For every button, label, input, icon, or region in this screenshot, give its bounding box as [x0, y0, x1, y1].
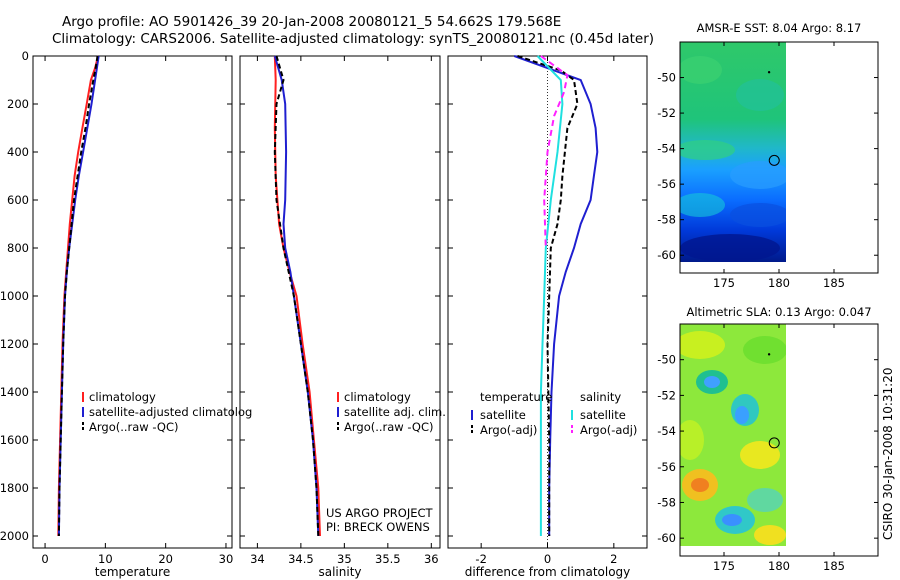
legend-label-temperature: Argo(..raw -QC) — [89, 420, 179, 434]
legend-label-diff: Argo(-adj) — [580, 423, 637, 437]
panel-temperature: 0 10 20 30 temperature 0 200 400 600 800 1000 1200 1… — [0, 49, 252, 579]
series-line-difference-1 — [517, 55, 579, 536]
argo-position-marker — [768, 154, 780, 166]
y-tick-label: 200 — [7, 97, 29, 111]
series-line-difference-0 — [513, 55, 599, 536]
series-line-difference-2 — [536, 55, 564, 536]
map-panel-sla: Altimetric SLA: 0.13 Argo: 0.047 175 180 18… — [657, 305, 879, 573]
map-x-tick-label: 185 — [823, 276, 845, 290]
x-tick-label-salinity: 34.5 — [288, 552, 314, 566]
title-line-2: Climatology: CARS2006. Satellite-adjuste… — [52, 31, 654, 47]
project-annotation: PI: BRECK OWENS — [326, 520, 430, 534]
legend-label-diff: satellite — [580, 408, 626, 422]
map-panel-sst: AMSR-E SST: 8.04 Argo: 8.17 175 180 185 -50 -… — [657, 21, 879, 290]
map-y-tick-label: -54 — [657, 142, 676, 156]
series-line-salinity-2 — [273, 55, 320, 537]
map-y-tick-label: -52 — [657, 106, 676, 120]
y-tick-label: 1200 — [0, 337, 29, 351]
series-line-temperature-2 — [57, 55, 99, 537]
sla-map-image — [680, 324, 786, 546]
map-dot — [767, 71, 771, 74]
map-y-tick-label: -60 — [657, 248, 676, 262]
axes-box-temperature — [32, 55, 233, 549]
x-axis-label-salinity: salinity — [318, 565, 361, 579]
map-title-sst: AMSR-E SST: 8.04 Argo: 8.17 — [697, 21, 862, 35]
map-y-tick-label: -50 — [657, 71, 676, 85]
legend-label-diff: satellite — [480, 408, 526, 422]
y-tick-label: 800 — [7, 241, 29, 255]
project-annotation: US ARGO PROJECT — [326, 506, 434, 520]
map-x-tick-label: 175 — [713, 276, 735, 290]
map-y-tick-label: -56 — [657, 177, 676, 191]
y-tick-label: 1400 — [0, 385, 29, 399]
map-x-tick-label: 180 — [768, 276, 790, 290]
x-tick-label-difference: 0 — [544, 552, 551, 566]
legend-label-temperature: satellite-adjusted climatolog — [89, 405, 252, 419]
sst-map-image — [680, 42, 786, 262]
legend-label-salinity: satellite adj. clim. — [344, 405, 446, 419]
y-tick-label: 0 — [22, 49, 29, 63]
x-tick-label-salinity: 34 — [250, 552, 265, 566]
x-tick-label-temperature: 10 — [98, 552, 113, 566]
y-tick-label: 400 — [7, 145, 29, 159]
y-tick-label: 2000 — [0, 529, 29, 543]
map-y-tick-label: -52 — [657, 388, 676, 402]
legend-label-salinity: climatology — [344, 390, 411, 404]
series-line-difference-3 — [540, 55, 569, 249]
x-tick-label-difference: -2 — [475, 552, 486, 566]
map-dot — [767, 353, 771, 356]
map-x-tick-label: 185 — [823, 559, 845, 573]
x-axis-label-temperature: temperature — [95, 565, 170, 579]
x-tick-label-salinity: 36 — [424, 552, 439, 566]
map-y-tick-label: -56 — [657, 460, 676, 474]
x-tick-label-temperature: 20 — [158, 552, 173, 566]
map-y-tick-label: -50 — [657, 353, 676, 367]
argo-position-marker — [768, 437, 780, 449]
x-tick-label-salinity: 35 — [337, 552, 352, 566]
legend-label-salinity: Argo(..raw -QC) — [344, 420, 434, 434]
y-tick-label: 1800 — [0, 481, 29, 495]
axes-box-salinity — [239, 55, 441, 549]
map-title-sla: Altimetric SLA: 0.13 Argo: 0.047 — [686, 305, 871, 319]
map-y-tick-label: -54 — [657, 424, 676, 438]
x-tick-label-temperature: 30 — [219, 552, 234, 566]
y-tick-label: 600 — [7, 193, 29, 207]
x-tick-label-temperature: 0 — [41, 552, 48, 566]
map-y-tick-label: -60 — [657, 531, 676, 545]
x-tick-label-difference: 2 — [610, 552, 617, 566]
map-y-tick-label: -58 — [657, 213, 676, 227]
y-tick-label: 1000 — [0, 289, 29, 303]
side-timestamp: CSIRO 30-Jan-2008 10:31:20 — [881, 368, 895, 540]
panel-salinity: 34 34.5 35 35.5 36 salinity climatologysatelli… — [239, 55, 446, 579]
legend-label-diff: Argo(-adj) — [480, 423, 537, 437]
map-x-tick-label: 180 — [768, 559, 790, 573]
legend-label-temperature: climatology — [89, 390, 156, 404]
title-line-1: Argo profile: AO 5901426_39 20-Jan-2008 … — [62, 14, 561, 30]
map-x-tick-label: 175 — [713, 559, 735, 573]
x-axis-label-difference: difference from climatology — [465, 565, 631, 579]
legend-group-title: salinity — [580, 390, 621, 404]
series-line-salinity-0 — [273, 55, 321, 537]
y-tick-label: 1600 — [0, 433, 29, 447]
map-y-tick-label: -58 — [657, 495, 676, 509]
legend-group-title: temperature — [480, 390, 552, 404]
x-tick-label-salinity: 35.5 — [375, 552, 401, 566]
